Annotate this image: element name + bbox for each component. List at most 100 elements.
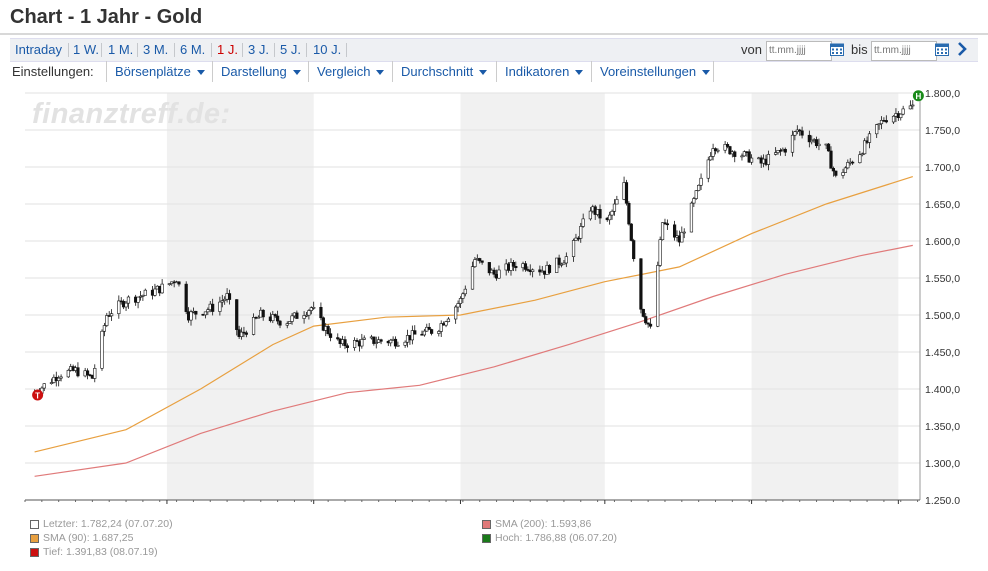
candle-body xyxy=(57,377,61,382)
candle-body xyxy=(319,306,323,319)
candle-body xyxy=(713,148,718,151)
range-1m-button[interactable]: 1 M. xyxy=(108,42,134,57)
candle-body xyxy=(665,223,669,226)
candle-body xyxy=(728,146,732,155)
y-tick-label: 1.450,0 xyxy=(925,347,960,359)
candle-body xyxy=(733,151,737,157)
caret-down-icon xyxy=(479,70,488,76)
candle-body xyxy=(875,124,879,135)
menu-darstellung[interactable]: Darstellung xyxy=(212,61,309,82)
candle-body xyxy=(93,368,97,379)
range-1w-button[interactable]: 1 W. xyxy=(73,42,100,57)
range-5y-button[interactable]: 5 J. xyxy=(280,42,301,57)
candle-body xyxy=(841,172,845,176)
range-separator xyxy=(101,43,102,57)
candle-body xyxy=(285,323,289,326)
candle-body xyxy=(42,383,46,389)
candle-body xyxy=(218,301,222,312)
range-6m-button[interactable]: 6 M. xyxy=(180,42,206,57)
candle-body xyxy=(863,140,867,155)
legend-text: SMA (90): 1.687,25 xyxy=(43,532,134,544)
range-separator xyxy=(68,43,69,57)
candle-body xyxy=(117,300,121,314)
calendar-icon[interactable] xyxy=(935,42,949,56)
calendar-icon[interactable] xyxy=(830,42,844,56)
candle-body xyxy=(514,266,518,269)
candle-body xyxy=(798,129,802,132)
candle-body xyxy=(470,266,475,290)
candle-body xyxy=(834,170,838,176)
legend-swatch xyxy=(30,519,39,529)
to-date-input[interactable] xyxy=(871,41,937,61)
candle-body xyxy=(608,214,612,221)
y-tick-label: 1.400,0 xyxy=(925,384,960,396)
shaded-period xyxy=(751,93,899,500)
candle-body xyxy=(725,144,730,147)
y-tick-label: 1.250,0 xyxy=(925,495,960,504)
legend-text: SMA (200): 1.593,86 xyxy=(495,518,592,530)
candle-body xyxy=(774,152,778,155)
menu-boersenplaetze[interactable]: Börsenplätze xyxy=(106,61,213,82)
candle-body xyxy=(740,155,744,158)
sma-line xyxy=(34,176,913,453)
candle-body xyxy=(446,318,451,322)
candle-body xyxy=(660,222,665,241)
candle-body xyxy=(817,143,821,147)
candle-body xyxy=(211,303,215,312)
candle-body xyxy=(389,339,393,344)
candle-body xyxy=(858,154,862,164)
candle-body xyxy=(497,269,501,279)
candle-body xyxy=(239,331,244,337)
menu-vergleich[interactable]: Vergleich xyxy=(308,61,392,82)
range-3m-button[interactable]: 3 M. xyxy=(143,42,169,57)
menu-durchschnitt[interactable]: Durchschnitt xyxy=(392,61,495,82)
candle-body xyxy=(716,149,720,152)
menu-label: Indikatoren xyxy=(505,64,570,79)
candle-body xyxy=(85,370,90,376)
y-tick-label: 1.700,0 xyxy=(925,162,960,174)
candle-body xyxy=(220,300,224,303)
candle-body xyxy=(547,264,552,273)
range-1y-button[interactable]: 1 J. xyxy=(217,42,238,57)
title-divider xyxy=(0,33,988,35)
price-chart[interactable]: 1.800,0 1.750,0 1.700,0 1.650,0 1.600,0 1.550… xyxy=(0,84,988,504)
range-3y-button[interactable]: 3 J. xyxy=(248,42,269,57)
candle-body xyxy=(487,262,491,274)
candle-body xyxy=(473,259,477,267)
candle-body xyxy=(807,134,811,143)
y-tick-label: 1.500,0 xyxy=(925,310,960,322)
menu-voreinstellungen[interactable]: Voreinstellungen xyxy=(591,61,718,82)
candle-body xyxy=(689,202,694,233)
candle-body xyxy=(639,258,643,310)
candle-body xyxy=(429,329,434,334)
candle-body xyxy=(336,337,340,340)
candle-body xyxy=(372,336,376,344)
candle-body xyxy=(615,199,619,205)
range-intraday-button[interactable]: Intraday xyxy=(15,42,62,57)
menu-indikatoren[interactable]: Indikatoren xyxy=(496,61,591,82)
candle-body xyxy=(680,231,684,243)
chevron-right-icon[interactable] xyxy=(956,40,968,58)
candle-body xyxy=(136,296,140,303)
candle-body xyxy=(656,265,660,327)
range-toolbar: Intraday 1 W. 1 M. 3 M. 6 M. 1 J. 3 J. 5… xyxy=(10,38,978,62)
candle-body xyxy=(393,338,398,347)
candle-body xyxy=(110,313,114,317)
candle-body xyxy=(793,131,797,136)
candle-body xyxy=(851,161,855,164)
range-separator xyxy=(242,43,243,57)
candle-body xyxy=(810,139,814,143)
range-10y-button[interactable]: 10 J. xyxy=(313,42,342,57)
candle-body xyxy=(49,382,54,384)
candle-body xyxy=(694,190,698,199)
high-marker-label: H xyxy=(915,92,921,101)
range-separator xyxy=(306,43,307,57)
candle-body xyxy=(579,226,583,239)
candle-body xyxy=(562,262,566,265)
candle-body xyxy=(271,314,275,322)
range-separator xyxy=(274,43,275,57)
candle-body xyxy=(749,157,754,163)
shaded-period xyxy=(166,93,314,500)
from-date-input[interactable] xyxy=(766,41,832,61)
candle-body xyxy=(564,256,568,264)
